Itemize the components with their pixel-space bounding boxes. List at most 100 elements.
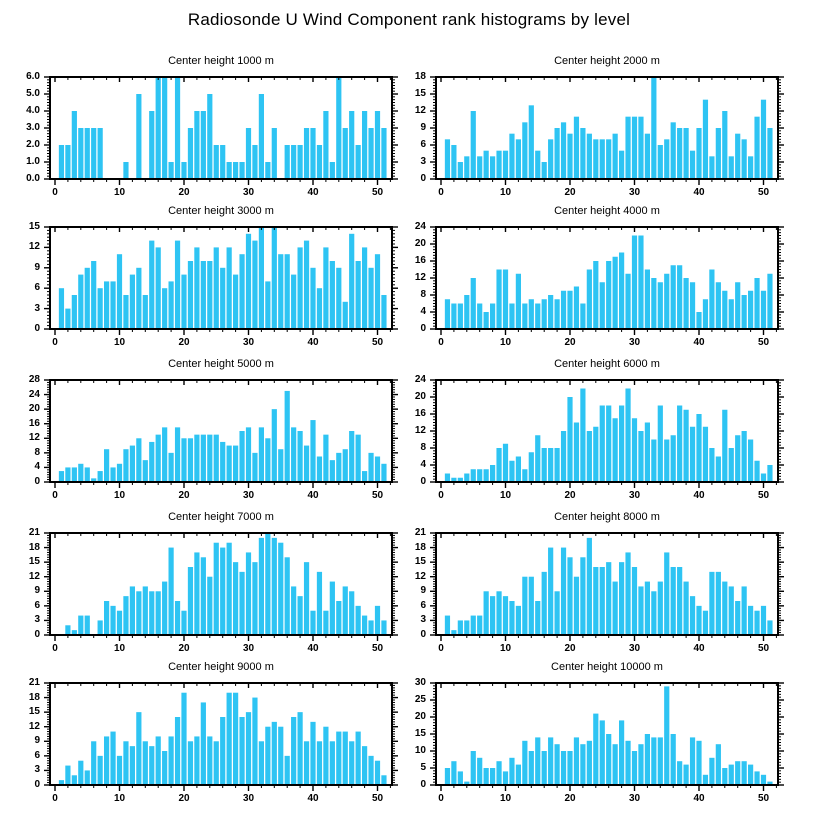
bar [735, 282, 741, 329]
bar [528, 576, 534, 635]
bar [657, 282, 663, 329]
bar [586, 431, 592, 482]
bar [258, 227, 264, 329]
x-tick-label: 40 [693, 793, 705, 804]
y-tick-label: 15 [414, 556, 426, 568]
subplot-title: Center height 4000 m [554, 205, 660, 217]
bar [612, 581, 618, 635]
subplot-1000m: Center height 1000 m 0.0 1.0 2.0 3.0 4.0 5.0 6… [4, 43, 406, 205]
bar [278, 254, 284, 329]
bar [78, 463, 84, 482]
bar [625, 552, 631, 635]
bar [619, 252, 625, 329]
x-tick-label: 50 [757, 490, 770, 501]
x-tick-label: 20 [564, 187, 576, 198]
x-tick-label: 50 [757, 793, 770, 804]
bar [71, 630, 77, 635]
x-tick-label: 20 [178, 793, 190, 804]
bar [316, 571, 323, 635]
bar [593, 139, 599, 179]
bar [207, 576, 213, 635]
bar [104, 736, 110, 785]
x-tick-label: 20 [178, 643, 190, 654]
bar [567, 133, 573, 179]
bar [767, 620, 773, 635]
bar [651, 278, 657, 329]
bar [464, 156, 470, 179]
bar [619, 562, 625, 635]
bar [342, 586, 348, 635]
bar [722, 290, 728, 329]
bar [252, 240, 258, 329]
bar [457, 620, 463, 635]
bar [470, 111, 476, 179]
bar [722, 111, 728, 179]
x-tick-label: 10 [499, 337, 512, 348]
bar [374, 456, 381, 482]
y-tick-label: 3 [420, 156, 426, 167]
bar [457, 303, 463, 329]
x-tick-label: 40 [307, 337, 319, 348]
bar [58, 145, 65, 179]
bar [252, 697, 258, 785]
bar [477, 469, 483, 482]
bar [310, 128, 316, 179]
x-tick-label: 20 [178, 187, 190, 198]
bar [444, 768, 451, 785]
bar [97, 471, 103, 482]
bar [245, 427, 252, 482]
bar [355, 261, 361, 329]
bar [606, 405, 612, 482]
bar [181, 438, 187, 482]
bar [760, 99, 767, 179]
bar [368, 267, 374, 329]
bar [664, 552, 670, 635]
bar [239, 162, 245, 179]
bar [683, 764, 689, 785]
bar [541, 448, 547, 482]
bar [116, 755, 123, 785]
bar [278, 726, 284, 785]
subplot-title: Center height 2000 m [554, 55, 660, 67]
plot-area [44, 76, 398, 185]
bar [213, 741, 219, 785]
bar [715, 282, 721, 329]
bar [606, 261, 612, 329]
bar [142, 741, 148, 785]
bar [174, 601, 181, 635]
bar [728, 448, 734, 482]
bar [631, 567, 638, 635]
bar [149, 240, 155, 329]
bar [502, 150, 509, 179]
bar [548, 547, 554, 635]
bar [735, 761, 741, 785]
x-tick-label: 10 [113, 337, 126, 348]
bar [625, 388, 631, 482]
bar [316, 145, 323, 179]
x-tick-label: 40 [307, 490, 319, 501]
bar [748, 156, 754, 179]
bar [316, 288, 323, 329]
bar [200, 261, 206, 329]
y-tick-label: 16 [414, 408, 426, 419]
bar [760, 605, 767, 635]
bar [220, 717, 226, 785]
bar [336, 601, 342, 635]
bar [71, 111, 77, 179]
bar [502, 596, 509, 635]
bar [110, 281, 116, 329]
bar [284, 755, 290, 785]
y-tick-label: 30 [414, 677, 426, 688]
bar [226, 542, 232, 635]
bar [754, 278, 760, 329]
x-tick-label: 0 [438, 490, 444, 501]
y-tick-label: 12 [28, 570, 40, 582]
bar [496, 761, 502, 785]
x-tick-label: 40 [693, 187, 705, 198]
bar [220, 145, 226, 179]
bar [767, 781, 773, 785]
y-tick-label: 8 [420, 289, 426, 300]
bar [342, 449, 348, 482]
histogram-bars [444, 686, 773, 785]
bar [644, 581, 650, 635]
